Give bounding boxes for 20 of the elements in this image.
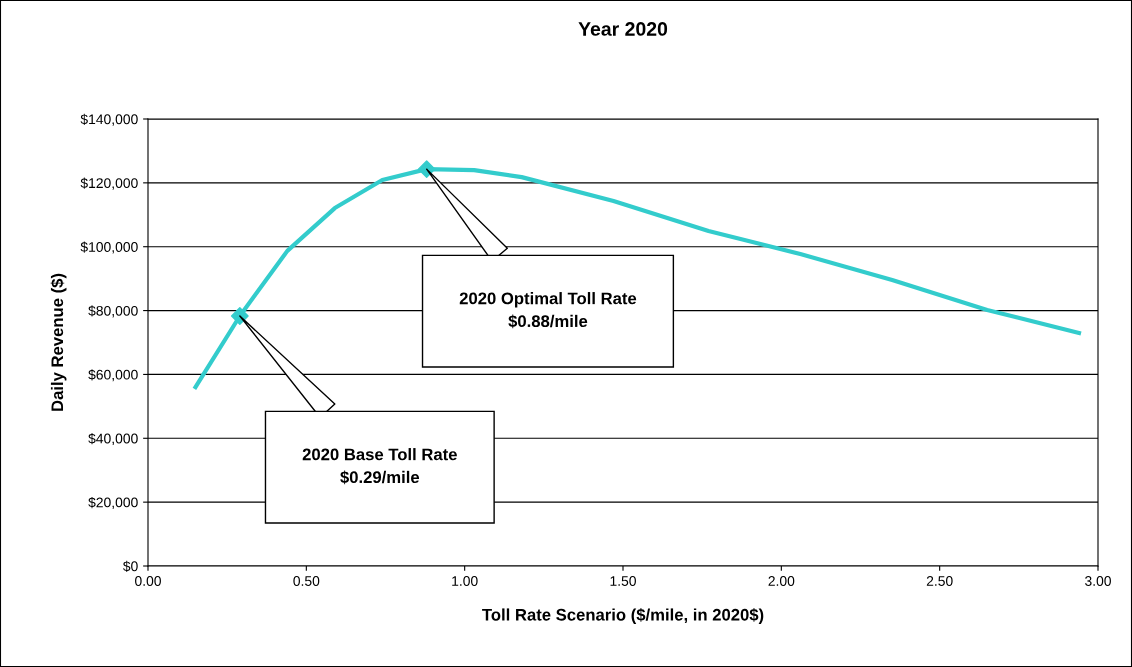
x-tick-label: 3.00 [1085,576,1111,586]
chart-title: Year 2020 [578,22,668,36]
x-tick-label: 0.50 [293,576,320,586]
x-axis-title: Toll Rate Scenario ($/mile, in 2020$) [482,608,764,624]
y-tick-label: $120,000 [80,177,138,190]
y-tick-label: $0 [122,560,138,572]
y-tick-label: $80,000 [88,305,138,318]
x-tick-label: 1.00 [452,576,478,586]
y-tick-label: $20,000 [88,496,138,509]
y-axis-title: Daily Revenue ($) [50,273,67,411]
y-tick-label: $60,000 [88,369,138,382]
annotation: 2020 Base Toll Rate $0.29/mile [302,448,457,485]
annotation: 2020 Optimal Toll Rate $0.88/mile [459,292,637,329]
x-tick-label: 2.50 [926,576,953,586]
x-tick-label: 1.50 [610,576,636,586]
y-tick-label: $40,000 [88,433,138,446]
y-tick-label: $100,000 [80,241,138,254]
x-tick-label: 2.00 [768,576,795,586]
y-tick-label: $140,000 [80,113,138,126]
x-tick-label: 0.00 [135,576,161,586]
